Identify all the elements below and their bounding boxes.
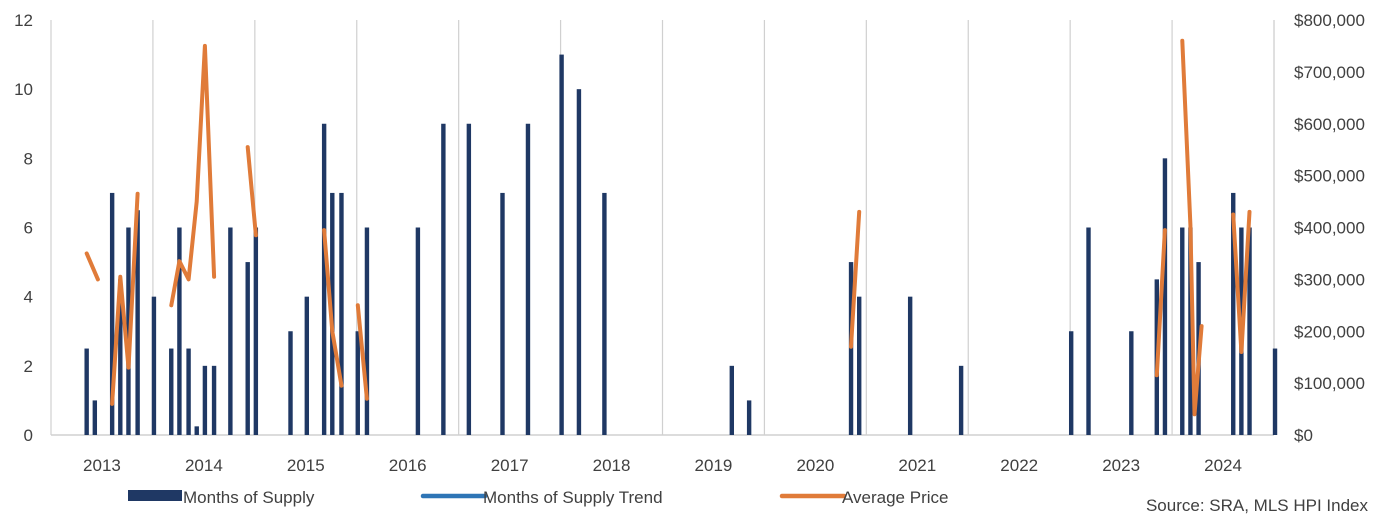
y-tick-label: 10 bbox=[14, 80, 33, 99]
x-tick-label: 2019 bbox=[695, 456, 733, 475]
bar bbox=[109, 192, 115, 435]
bar bbox=[118, 279, 123, 435]
y2-tick-label: $800,000 bbox=[1294, 11, 1365, 30]
price-line bbox=[169, 43, 217, 308]
x-tick-label: 2014 bbox=[185, 456, 223, 475]
bar bbox=[415, 227, 421, 435]
bar bbox=[746, 400, 752, 435]
bar bbox=[576, 89, 582, 436]
left-axis-tick-labels: 0 2 4 6 8 10 12 bbox=[14, 11, 33, 445]
price-line bbox=[1231, 209, 1252, 354]
price-line bbox=[245, 145, 258, 238]
price-line bbox=[1154, 228, 1167, 378]
bar bbox=[1068, 331, 1074, 435]
bar bbox=[466, 123, 472, 435]
x-tick-label: 2023 bbox=[1102, 456, 1140, 475]
price-line bbox=[1180, 38, 1204, 417]
y-tick-label: 4 bbox=[24, 288, 33, 307]
legend-label: Months of Supply Trend bbox=[483, 488, 663, 507]
y2-tick-label: $500,000 bbox=[1294, 167, 1365, 186]
bar bbox=[245, 262, 250, 435]
average-price-lines bbox=[84, 38, 1252, 417]
legend-label: Months of Supply bbox=[183, 488, 315, 507]
source-note: Source: SRA, MLS HPI Index bbox=[1146, 496, 1369, 515]
x-tick-label: 2020 bbox=[796, 456, 834, 475]
bar bbox=[202, 365, 208, 435]
bar bbox=[304, 296, 310, 435]
bar bbox=[194, 426, 199, 435]
y2-tick-label: $300,000 bbox=[1294, 270, 1365, 289]
bar bbox=[1162, 158, 1168, 436]
legend-label: Average Price bbox=[842, 488, 948, 507]
bar bbox=[856, 296, 862, 435]
legend: Months of Supply Months of Supply Trend Av… bbox=[128, 488, 948, 507]
bar bbox=[151, 296, 157, 435]
bar bbox=[84, 348, 89, 435]
bar bbox=[177, 227, 182, 435]
bar bbox=[288, 331, 293, 435]
x-axis-tick-labels: 2013 2014 2015 2016 2017 2018 2019 2020 2021 2022… bbox=[83, 456, 1242, 475]
bar bbox=[441, 123, 446, 435]
x-tick-label: 2016 bbox=[389, 456, 427, 475]
x-tick-label: 2024 bbox=[1204, 456, 1242, 475]
price-line bbox=[110, 191, 140, 406]
legend-swatch bbox=[128, 490, 182, 501]
price-line bbox=[84, 251, 100, 282]
bar bbox=[1231, 192, 1236, 435]
bar bbox=[321, 123, 327, 435]
bar bbox=[1247, 227, 1252, 435]
y2-tick-label: $100,000 bbox=[1294, 374, 1365, 393]
y-tick-label: 12 bbox=[14, 11, 33, 30]
y-tick-label: 2 bbox=[24, 357, 33, 376]
x-tick-label: 2015 bbox=[287, 456, 325, 475]
y2-tick-label: $600,000 bbox=[1294, 115, 1365, 134]
bar bbox=[958, 365, 964, 435]
x-tick-label: 2013 bbox=[83, 456, 121, 475]
bar bbox=[525, 123, 531, 435]
bar bbox=[92, 400, 98, 435]
price-line bbox=[849, 209, 862, 349]
price-line bbox=[322, 228, 344, 388]
bar bbox=[339, 192, 344, 435]
bar bbox=[602, 192, 607, 435]
bar bbox=[729, 365, 735, 435]
bar bbox=[1129, 331, 1134, 435]
right-axis-tick-labels: $0 $100,000 $200,000 $300,000 $400,000 $500,0… bbox=[1294, 11, 1365, 445]
bar bbox=[907, 296, 913, 435]
bar bbox=[1180, 227, 1185, 435]
y2-tick-label: $700,000 bbox=[1294, 63, 1365, 82]
x-tick-label: 2018 bbox=[593, 456, 631, 475]
months-of-supply-bars bbox=[84, 54, 1278, 436]
x-tick-label: 2021 bbox=[898, 456, 936, 475]
price-line bbox=[355, 303, 369, 401]
y2-tick-label: $400,000 bbox=[1294, 219, 1365, 238]
bar bbox=[1086, 227, 1091, 435]
bar bbox=[355, 331, 360, 435]
bar bbox=[500, 192, 505, 435]
bar bbox=[1272, 348, 1278, 435]
bar bbox=[211, 365, 217, 435]
bar bbox=[1188, 227, 1193, 435]
y-tick-label: 0 bbox=[24, 426, 33, 445]
bar bbox=[228, 227, 233, 435]
bar bbox=[135, 210, 140, 435]
bar bbox=[364, 227, 370, 435]
bar bbox=[253, 227, 259, 435]
y2-tick-label: $0 bbox=[1294, 426, 1313, 445]
y-tick-label: 8 bbox=[24, 149, 33, 168]
x-tick-label: 2017 bbox=[491, 456, 529, 475]
bar bbox=[186, 348, 191, 435]
bar bbox=[559, 54, 564, 435]
bar bbox=[169, 348, 174, 435]
x-tick-label: 2022 bbox=[1000, 456, 1038, 475]
y-tick-label: 6 bbox=[24, 219, 33, 238]
y2-tick-label: $200,000 bbox=[1294, 322, 1365, 341]
